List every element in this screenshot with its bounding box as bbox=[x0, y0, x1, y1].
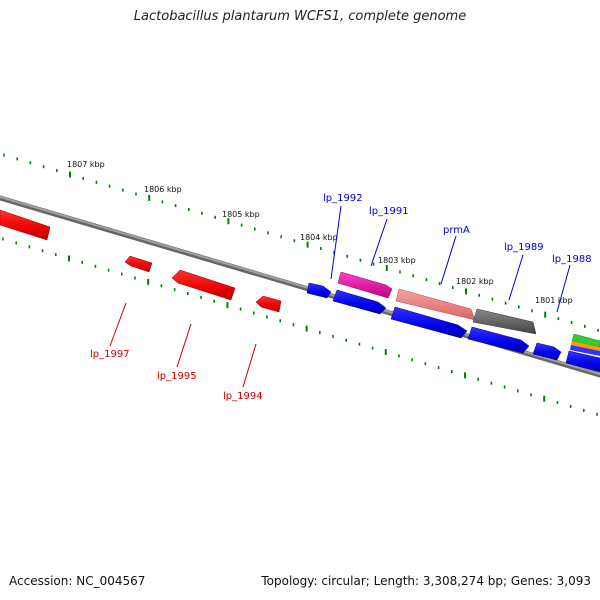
label-lp_1994[interactable]: lp_1994 bbox=[223, 391, 263, 402]
leader-lp_1988 bbox=[556, 264, 571, 313]
label-lp_1992[interactable]: lp_1992 bbox=[323, 193, 363, 204]
label-lp_1991[interactable]: lp_1991 bbox=[369, 206, 409, 217]
scale-label-1806: 1806 kbp bbox=[144, 185, 182, 194]
gene-blue-lp_1991[interactable] bbox=[332, 289, 387, 315]
gene-blue-lp_1989[interactable] bbox=[467, 326, 530, 354]
label-lp_1995[interactable]: lp_1995 bbox=[157, 371, 197, 382]
scale-label-1804: 1804 kbp bbox=[300, 233, 338, 242]
scale-label-1802: 1802 kbp bbox=[456, 277, 494, 286]
label-prmA[interactable]: prmA bbox=[443, 225, 470, 236]
leader-lp_1995 bbox=[176, 323, 192, 368]
inner-scale-ticks bbox=[2, 237, 598, 416]
leader-lp_1994 bbox=[242, 343, 257, 388]
gene-blue-prmA[interactable] bbox=[390, 306, 468, 339]
gene-reverse-strand-1[interactable] bbox=[0, 209, 51, 241]
leader-lp_1997 bbox=[109, 302, 127, 347]
scale-label-1807: 1807 kbp bbox=[67, 160, 105, 169]
gene-lp_1997[interactable] bbox=[124, 255, 153, 273]
gene-lp_1992[interactable] bbox=[337, 271, 393, 299]
scale-label-1801: 1801 kbp bbox=[535, 296, 573, 305]
genome-summary: Topology: circular; Length: 3,308,274 bp… bbox=[261, 574, 591, 588]
gene-blue-right-edge[interactable] bbox=[565, 350, 600, 373]
label-lp_1997[interactable]: lp_1997 bbox=[90, 349, 130, 360]
leader-lp_1992 bbox=[330, 205, 342, 280]
leader-lp_1991 bbox=[370, 218, 388, 267]
label-lp_1988[interactable]: lp_1988 bbox=[552, 254, 592, 265]
gene-colored-stack[interactable] bbox=[570, 333, 600, 356]
scale-label-1805: 1805 kbp bbox=[222, 210, 260, 219]
gene-lp_1994[interactable] bbox=[255, 295, 282, 313]
gene-blue-lp_1992[interactable] bbox=[306, 282, 332, 299]
gene-lp_1989[interactable] bbox=[472, 308, 537, 335]
gene-blue-lp_1988[interactable] bbox=[532, 342, 562, 361]
leader-lp_1989 bbox=[508, 254, 524, 301]
outer-scale-ticks bbox=[3, 153, 599, 332]
leader-prmA bbox=[440, 235, 457, 285]
gene-lp_1995[interactable] bbox=[171, 269, 236, 301]
scale-label-1803: 1803 kbp bbox=[378, 256, 416, 265]
map-title: Lactobacillus plantarum WCFS1, complete … bbox=[133, 9, 467, 24]
accession-label: Accession: NC_004567 bbox=[9, 574, 146, 588]
label-lp_1989[interactable]: lp_1989 bbox=[504, 242, 544, 253]
